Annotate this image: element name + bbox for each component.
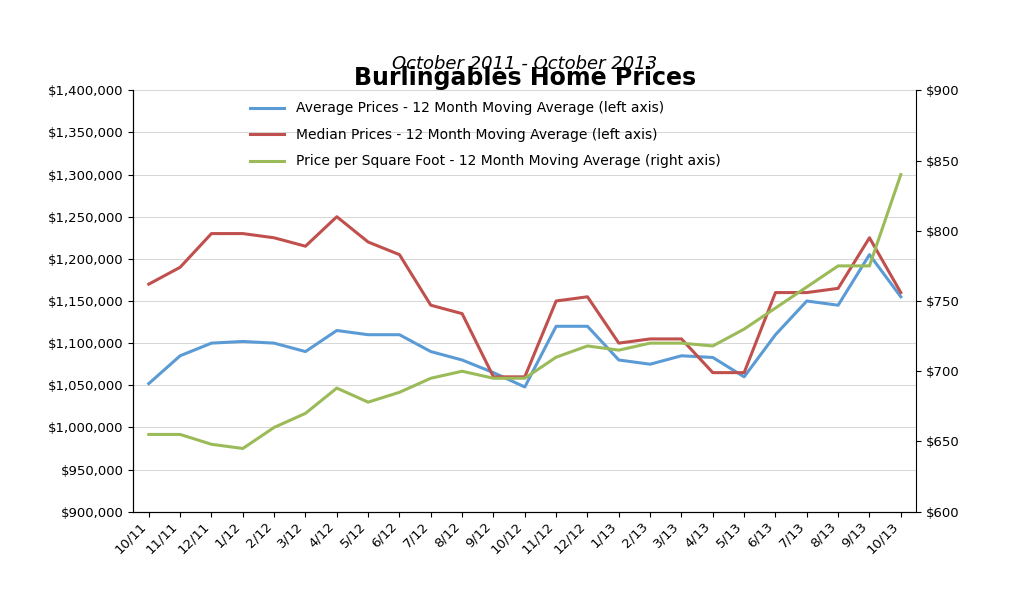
- Price per Square Foot - 12 Month Moving Average (right axis): [550, 353, 562, 361]
- Average Prices - 12 Month Moving Average (left axis): [487, 369, 500, 376]
- Average Prices - 12 Month Moving Average (left axis): [142, 380, 155, 387]
- Average Prices - 12 Month Moving Average (left axis): [676, 352, 688, 359]
- Median Prices - 12 Month Moving Average (left axis): [831, 285, 844, 292]
- Average Prices - 12 Month Moving Average (left axis): [863, 251, 876, 258]
- Average Prices - 12 Month Moving Average (left axis): [519, 383, 531, 391]
- Price per Square Foot - 12 Month Moving Average (right axis): [707, 343, 719, 350]
- Average Prices - 12 Month Moving Average (left axis): [612, 356, 625, 364]
- Average Prices - 12 Month Moving Average (left axis): [205, 340, 218, 347]
- Price per Square Foot - 12 Month Moving Average (right axis): [582, 343, 594, 350]
- Median Prices - 12 Month Moving Average (left axis): [425, 302, 437, 309]
- Median Prices - 12 Month Moving Average (left axis): [612, 340, 625, 347]
- Price per Square Foot - 12 Month Moving Average (right axis): [299, 410, 311, 417]
- Median Prices - 12 Month Moving Average (left axis): [456, 310, 468, 317]
- Median Prices - 12 Month Moving Average (left axis): [707, 369, 719, 376]
- Line: Price per Square Foot - 12 Month Moving Average (right axis): Price per Square Foot - 12 Month Moving …: [148, 175, 901, 448]
- Median Prices - 12 Month Moving Average (left axis): [582, 293, 594, 300]
- Price per Square Foot - 12 Month Moving Average (right axis): [769, 305, 781, 312]
- Price per Square Foot - 12 Month Moving Average (right axis): [456, 368, 468, 375]
- Average Prices - 12 Month Moving Average (left axis): [456, 356, 468, 364]
- Average Prices - 12 Month Moving Average (left axis): [268, 340, 281, 347]
- Average Prices - 12 Month Moving Average (left axis): [831, 302, 844, 309]
- Average Prices - 12 Month Moving Average (left axis): [582, 323, 594, 330]
- Price per Square Foot - 12 Month Moving Average (right axis): [362, 399, 375, 406]
- Legend: Average Prices - 12 Month Moving Average (left axis), Median Prices - 12 Month M: Average Prices - 12 Month Moving Average…: [250, 102, 720, 169]
- Price per Square Foot - 12 Month Moving Average (right axis): [644, 340, 656, 347]
- Median Prices - 12 Month Moving Average (left axis): [142, 281, 155, 288]
- Price per Square Foot - 12 Month Moving Average (right axis): [205, 441, 218, 448]
- Average Prices - 12 Month Moving Average (left axis): [644, 361, 656, 368]
- Price per Square Foot - 12 Month Moving Average (right axis): [895, 171, 907, 178]
- Line: Average Prices - 12 Month Moving Average (left axis): Average Prices - 12 Month Moving Average…: [148, 255, 901, 387]
- Price per Square Foot - 12 Month Moving Average (right axis): [831, 262, 844, 270]
- Title: Burlingables Home Prices: Burlingables Home Prices: [353, 66, 696, 90]
- Price per Square Foot - 12 Month Moving Average (right axis): [331, 385, 343, 392]
- Median Prices - 12 Month Moving Average (left axis): [738, 369, 751, 376]
- Average Prices - 12 Month Moving Average (left axis): [801, 297, 813, 305]
- Median Prices - 12 Month Moving Average (left axis): [801, 289, 813, 296]
- Median Prices - 12 Month Moving Average (left axis): [895, 289, 907, 296]
- Price per Square Foot - 12 Month Moving Average (right axis): [393, 389, 406, 396]
- Median Prices - 12 Month Moving Average (left axis): [769, 289, 781, 296]
- Median Prices - 12 Month Moving Average (left axis): [644, 335, 656, 343]
- Price per Square Foot - 12 Month Moving Average (right axis): [425, 374, 437, 382]
- Text: October 2011 - October 2013: October 2011 - October 2013: [392, 55, 657, 73]
- Price per Square Foot - 12 Month Moving Average (right axis): [801, 284, 813, 291]
- Average Prices - 12 Month Moving Average (left axis): [425, 348, 437, 355]
- Price per Square Foot - 12 Month Moving Average (right axis): [863, 262, 876, 270]
- Median Prices - 12 Month Moving Average (left axis): [268, 234, 281, 241]
- Median Prices - 12 Month Moving Average (left axis): [393, 251, 406, 258]
- Average Prices - 12 Month Moving Average (left axis): [299, 348, 311, 355]
- Price per Square Foot - 12 Month Moving Average (right axis): [738, 326, 751, 333]
- Median Prices - 12 Month Moving Average (left axis): [237, 230, 249, 237]
- Median Prices - 12 Month Moving Average (left axis): [676, 335, 688, 343]
- Price per Square Foot - 12 Month Moving Average (right axis): [519, 374, 531, 382]
- Median Prices - 12 Month Moving Average (left axis): [174, 264, 186, 271]
- Average Prices - 12 Month Moving Average (left axis): [331, 327, 343, 334]
- Price per Square Foot - 12 Month Moving Average (right axis): [174, 431, 186, 438]
- Average Prices - 12 Month Moving Average (left axis): [769, 331, 781, 338]
- Average Prices - 12 Month Moving Average (left axis): [895, 293, 907, 300]
- Median Prices - 12 Month Moving Average (left axis): [519, 373, 531, 380]
- Price per Square Foot - 12 Month Moving Average (right axis): [142, 431, 155, 438]
- Average Prices - 12 Month Moving Average (left axis): [362, 331, 375, 338]
- Median Prices - 12 Month Moving Average (left axis): [863, 234, 876, 241]
- Average Prices - 12 Month Moving Average (left axis): [237, 338, 249, 345]
- Average Prices - 12 Month Moving Average (left axis): [707, 354, 719, 361]
- Median Prices - 12 Month Moving Average (left axis): [299, 243, 311, 250]
- Price per Square Foot - 12 Month Moving Average (right axis): [268, 424, 281, 431]
- Line: Median Prices - 12 Month Moving Average (left axis): Median Prices - 12 Month Moving Average …: [148, 217, 901, 377]
- Median Prices - 12 Month Moving Average (left axis): [205, 230, 218, 237]
- Price per Square Foot - 12 Month Moving Average (right axis): [237, 445, 249, 452]
- Average Prices - 12 Month Moving Average (left axis): [393, 331, 406, 338]
- Average Prices - 12 Month Moving Average (left axis): [174, 352, 186, 359]
- Median Prices - 12 Month Moving Average (left axis): [550, 297, 562, 305]
- Median Prices - 12 Month Moving Average (left axis): [362, 238, 375, 246]
- Average Prices - 12 Month Moving Average (left axis): [738, 373, 751, 380]
- Median Prices - 12 Month Moving Average (left axis): [487, 373, 500, 380]
- Median Prices - 12 Month Moving Average (left axis): [331, 213, 343, 220]
- Price per Square Foot - 12 Month Moving Average (right axis): [676, 340, 688, 347]
- Price per Square Foot - 12 Month Moving Average (right axis): [487, 374, 500, 382]
- Price per Square Foot - 12 Month Moving Average (right axis): [612, 347, 625, 354]
- Average Prices - 12 Month Moving Average (left axis): [550, 323, 562, 330]
